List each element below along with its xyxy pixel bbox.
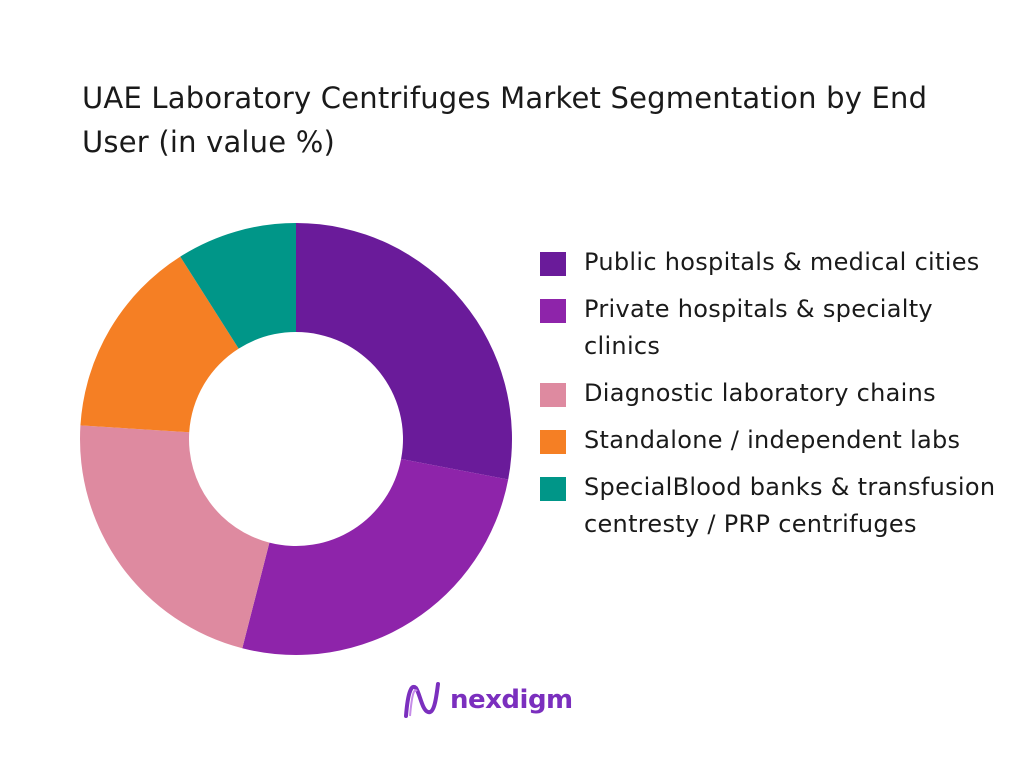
donut-slice-5 — [180, 223, 296, 349]
legend: Public hospitals & medical cities Privat… — [540, 244, 1010, 553]
legend-label: Standalone / independent labs — [584, 426, 961, 454]
legend-label: Public hospitals & medical cities — [584, 248, 980, 276]
legend-item: Standalone / independent labs — [540, 422, 1010, 459]
donut-slice-2 — [242, 459, 509, 656]
legend-item: SpecialBlood banks & transfusion centres… — [540, 469, 1010, 543]
donut-slice-4 — [80, 256, 239, 433]
legend-swatch — [540, 477, 566, 501]
nexdigm-logo: nexdigm — [402, 680, 573, 720]
logo-mark-icon — [404, 682, 440, 718]
legend-label: Diagnostic laboratory chains — [584, 379, 936, 407]
donut-slice-1 — [296, 223, 512, 480]
legend-swatch — [540, 430, 566, 454]
legend-label: SpecialBlood banks & transfusion centres… — [584, 473, 996, 538]
legend-item: Public hospitals & medical cities — [540, 244, 1010, 281]
legend-swatch — [540, 383, 566, 407]
legend-swatch — [540, 299, 566, 323]
legend-item: Private hospitals & specialty clinics — [540, 291, 1010, 365]
legend-item: Diagnostic laboratory chains — [540, 375, 1010, 412]
legend-label: Private hospitals & specialty clinics — [584, 295, 933, 360]
donut-slice-3 — [79, 425, 270, 649]
legend-swatch — [540, 252, 566, 276]
logo-text: nexdigm — [450, 685, 573, 715]
chart-title: UAE Laboratory Centrifuges Market Segmen… — [82, 81, 928, 159]
